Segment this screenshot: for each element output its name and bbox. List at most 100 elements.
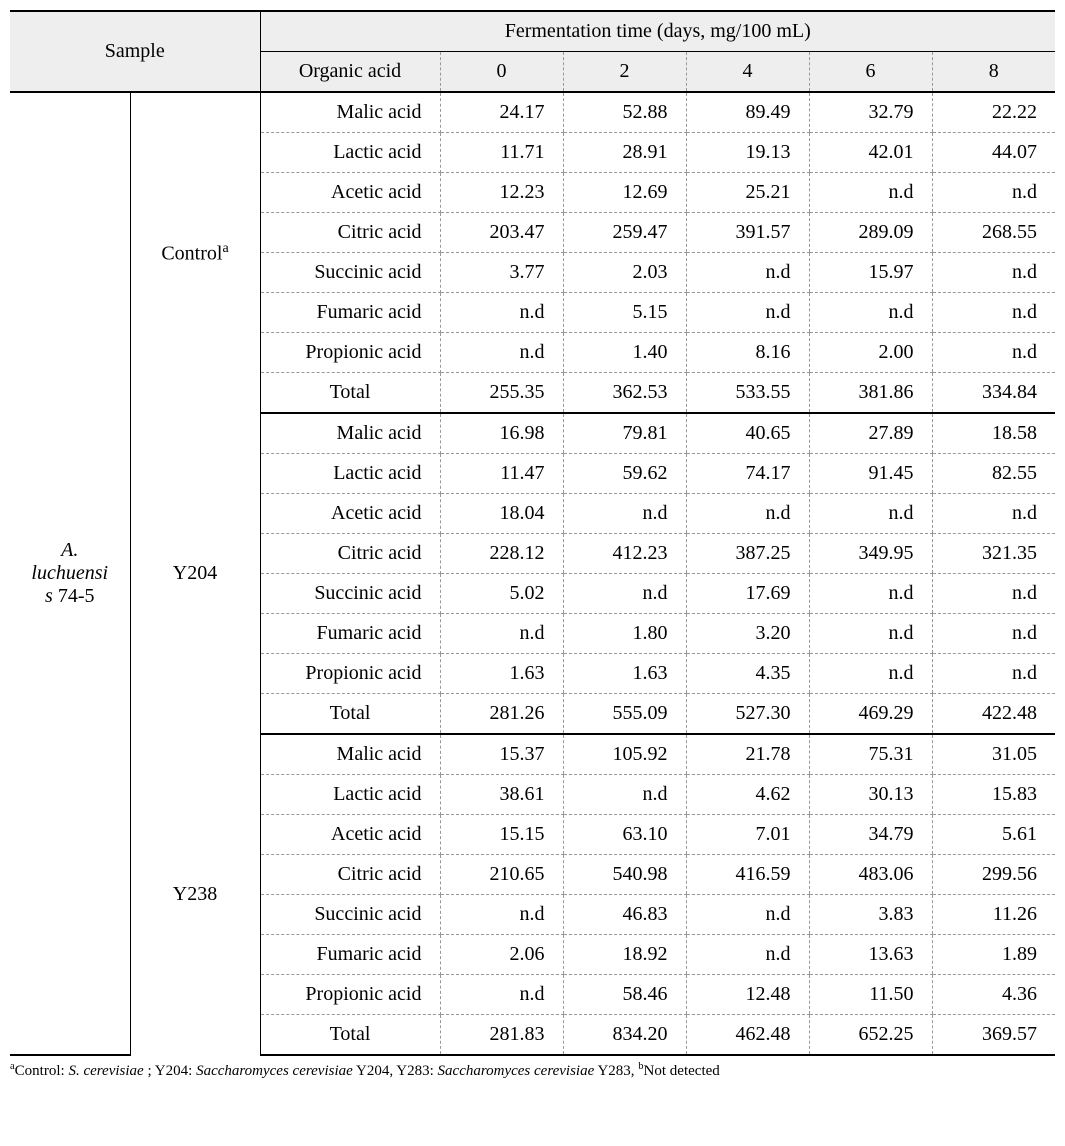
method-label: Y238 <box>130 734 260 1055</box>
value-cell: 13.63 <box>809 935 932 975</box>
total-value: 462.48 <box>686 1015 809 1056</box>
acid-name: Succinic acid <box>260 253 440 293</box>
value-cell: n.d <box>440 333 563 373</box>
value-cell: n.d <box>686 895 809 935</box>
value-cell: 11.71 <box>440 133 563 173</box>
value-cell: 40.65 <box>686 413 809 454</box>
method-label: Controla <box>130 92 260 413</box>
value-cell: 289.09 <box>809 213 932 253</box>
header-day: 2 <box>563 52 686 93</box>
acid-name: Lactic acid <box>260 133 440 173</box>
value-cell: 44.07 <box>932 133 1055 173</box>
value-cell: n.d <box>932 654 1055 694</box>
value-cell: 2.06 <box>440 935 563 975</box>
header-day: 6 <box>809 52 932 93</box>
value-cell: 27.89 <box>809 413 932 454</box>
acid-name: Succinic acid <box>260 895 440 935</box>
value-cell: 31.05 <box>932 734 1055 775</box>
total-value: 334.84 <box>932 373 1055 414</box>
header-organic-acid: Organic acid <box>260 52 440 93</box>
value-cell: 79.81 <box>563 413 686 454</box>
value-cell: 11.47 <box>440 454 563 494</box>
value-cell: n.d <box>686 494 809 534</box>
acid-name: Acetic acid <box>260 815 440 855</box>
value-cell: 30.13 <box>809 775 932 815</box>
value-cell: n.d <box>440 895 563 935</box>
value-cell: 12.23 <box>440 173 563 213</box>
value-cell: 3.83 <box>809 895 932 935</box>
value-cell: 2.03 <box>563 253 686 293</box>
value-cell: n.d <box>932 293 1055 333</box>
value-cell: 58.46 <box>563 975 686 1015</box>
value-cell: n.d <box>686 253 809 293</box>
value-cell: n.d <box>563 494 686 534</box>
value-cell: 15.15 <box>440 815 563 855</box>
value-cell: 4.35 <box>686 654 809 694</box>
value-cell: 15.83 <box>932 775 1055 815</box>
acid-name: Succinic acid <box>260 574 440 614</box>
value-cell: 91.45 <box>809 454 932 494</box>
value-cell: n.d <box>686 293 809 333</box>
value-cell: 8.16 <box>686 333 809 373</box>
value-cell: 24.17 <box>440 92 563 133</box>
value-cell: n.d <box>440 975 563 1015</box>
value-cell: 59.62 <box>563 454 686 494</box>
value-cell: 52.88 <box>563 92 686 133</box>
value-cell: 28.91 <box>563 133 686 173</box>
value-cell: 12.48 <box>686 975 809 1015</box>
acid-name: Fumaric acid <box>260 293 440 333</box>
total-value: 281.83 <box>440 1015 563 1056</box>
value-cell: 19.13 <box>686 133 809 173</box>
value-cell: 11.26 <box>932 895 1055 935</box>
value-cell: n.d <box>563 775 686 815</box>
total-value: 533.55 <box>686 373 809 414</box>
total-value: 834.20 <box>563 1015 686 1056</box>
value-cell: n.d <box>932 614 1055 654</box>
value-cell: 11.50 <box>809 975 932 1015</box>
value-cell: 12.69 <box>563 173 686 213</box>
footnote-text: Control: <box>15 1063 69 1079</box>
value-cell: 321.35 <box>932 534 1055 574</box>
value-cell: 22.22 <box>932 92 1055 133</box>
value-cell: 18.04 <box>440 494 563 534</box>
value-cell: 3.77 <box>440 253 563 293</box>
value-cell: n.d <box>932 333 1055 373</box>
acid-name: Citric acid <box>260 213 440 253</box>
value-cell: 203.47 <box>440 213 563 253</box>
total-value: 527.30 <box>686 694 809 735</box>
value-cell: n.d <box>932 253 1055 293</box>
total-label: Total <box>260 373 440 414</box>
value-cell: 105.92 <box>563 734 686 775</box>
species-label: A.luchuensis 74-5 <box>10 92 130 1055</box>
value-cell: 25.21 <box>686 173 809 213</box>
value-cell: 21.78 <box>686 734 809 775</box>
value-cell: 299.56 <box>932 855 1055 895</box>
value-cell: 210.65 <box>440 855 563 895</box>
acid-name: Propionic acid <box>260 654 440 694</box>
value-cell: 42.01 <box>809 133 932 173</box>
value-cell: 349.95 <box>809 534 932 574</box>
footnote-italic: S. cerevisiae <box>68 1063 143 1079</box>
value-cell: n.d <box>932 173 1055 213</box>
total-value: 381.86 <box>809 373 932 414</box>
value-cell: 74.17 <box>686 454 809 494</box>
acid-name: Acetic acid <box>260 173 440 213</box>
total-label: Total <box>260 694 440 735</box>
header-span: Fermentation time (days, mg/100 mL) <box>260 11 1055 52</box>
value-cell: 63.10 <box>563 815 686 855</box>
value-cell: 34.79 <box>809 815 932 855</box>
value-cell: 5.02 <box>440 574 563 614</box>
acid-name: Acetic acid <box>260 494 440 534</box>
value-cell: n.d <box>809 654 932 694</box>
value-cell: 89.49 <box>686 92 809 133</box>
acid-name: Citric acid <box>260 855 440 895</box>
value-cell: 15.37 <box>440 734 563 775</box>
acid-name: Propionic acid <box>260 333 440 373</box>
acid-name: Malic acid <box>260 413 440 454</box>
value-cell: 268.55 <box>932 213 1055 253</box>
acid-name: Citric acid <box>260 534 440 574</box>
organic-acid-table: Sample Fermentation time (days, mg/100 m… <box>10 10 1055 1056</box>
footnote-italic: Saccharomyces cerevisiae <box>196 1063 353 1079</box>
value-cell: 75.31 <box>809 734 932 775</box>
total-value: 555.09 <box>563 694 686 735</box>
